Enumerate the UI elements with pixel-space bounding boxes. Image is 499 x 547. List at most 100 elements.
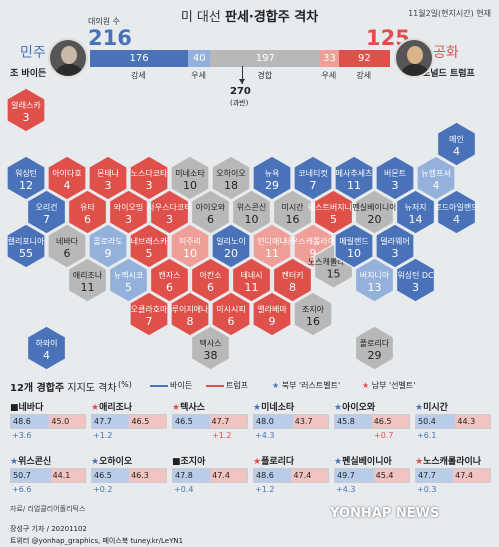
state-hex-shape [190, 325, 231, 371]
state-name: 오리건 [35, 202, 57, 212]
state-hex-shape [252, 155, 292, 201]
trump-share: 44.1 [50, 469, 85, 482]
star-icon: ★ [415, 403, 424, 413]
state-electors: 6 [166, 281, 173, 294]
bar-segment-label: 강세 [356, 71, 372, 80]
state-electors: 3 [23, 111, 30, 124]
trump-share: 43.7 [292, 415, 328, 428]
state-name: 노스다코타 [131, 169, 168, 178]
state-electors: 7 [146, 315, 153, 328]
star-icon: ★ [10, 457, 19, 467]
majority-marker-arrow [239, 79, 245, 84]
state-hex-shape [313, 189, 354, 235]
swing-state-lead: +0.4 [174, 485, 194, 494]
swing-state-name: ★펜실베이니아 [334, 457, 392, 467]
state-hex-shape [149, 257, 190, 303]
state-electors: 12 [19, 179, 33, 192]
state-hex-shape [293, 155, 333, 201]
swing-state: ★텍사스 46.5 47.7 +1.2 [172, 400, 248, 455]
state-hex-shape [375, 155, 415, 201]
state-hex-shape [170, 223, 210, 269]
date-label: 11월2일(현지시간) 현재 [408, 9, 491, 18]
state-electors: 20 [224, 247, 238, 260]
state-name: 위스콘신 [237, 203, 266, 212]
state-name: 사우스캐롤라이나 [284, 236, 344, 246]
trump-avatar [394, 38, 434, 78]
source-note: 자료/ 리얼클리어폴리틱스 [10, 505, 86, 513]
state-hex-shape [190, 189, 231, 235]
swing-state-lead: +0.2 [93, 485, 113, 494]
state-name: 일리노이 [216, 236, 245, 246]
state-electors: 38 [204, 349, 218, 362]
star-icon: ★ [272, 381, 280, 390]
trump-share: 46.5 [371, 415, 409, 428]
state-name: 사우스다코타 [147, 203, 192, 212]
state-name: 미시간 [281, 202, 304, 212]
state-hex-shape [47, 155, 87, 201]
star-icon: ★ [334, 403, 343, 413]
trump-share: 47.4 [291, 469, 328, 482]
state-name: 아이다호 [52, 168, 81, 178]
state-name: 미시시피 [216, 305, 245, 314]
swing-state-name: ★오하이오 [91, 457, 133, 467]
state-electors: 11 [245, 281, 259, 294]
state-hex-shape [6, 223, 46, 269]
state-hex-shape [395, 189, 436, 235]
state-hex-shape [395, 257, 436, 303]
swing-state-name: ★위스콘신 [10, 457, 52, 467]
state-electors: 11 [81, 281, 95, 294]
bar-segment-label: 우세 [321, 71, 337, 80]
state-electors: 4 [43, 349, 50, 362]
swing-state-bar: 45.8 46.5 [334, 414, 410, 429]
state-name: 로드아일랜드 [434, 202, 478, 212]
swing-state: ★오하이오 46.5 46.3 +0.2 [91, 454, 167, 509]
state-hex-shape [149, 189, 190, 235]
state-name: 뉴햄프셔 [421, 168, 450, 178]
state-name: 워싱턴 DC [397, 270, 434, 280]
star-icon: ★ [334, 457, 343, 467]
electors-label: 대의원 수 [88, 17, 120, 26]
state-name: 미네소타 [175, 169, 205, 178]
bar-segment-tu: 197 [210, 50, 321, 67]
dem-candidate-name: 조 바이든 [10, 69, 47, 79]
star-icon: ★ [253, 403, 262, 413]
state-hex-shape [334, 155, 374, 201]
state-hex-shape [47, 223, 87, 269]
state-electors: 16 [306, 315, 320, 328]
state-hex-shape [334, 223, 374, 269]
swing-state-name: ★노스캐롤라이나 [415, 457, 482, 467]
bullet-icon: ■ [172, 457, 181, 467]
state-hex: 워싱턴 DC3 [395, 257, 436, 303]
biden-share: 47.7 [92, 415, 130, 428]
state-hex-shape [293, 223, 333, 269]
state-electors: 9 [310, 247, 317, 260]
state-electors: 13 [368, 281, 382, 294]
state-hex-shape [252, 223, 292, 269]
bar-segment-sr: 92 [338, 50, 390, 67]
state-hex-shape [129, 223, 169, 269]
state-name: 루이지애나 [172, 304, 209, 314]
swing-state-lead: +4.3 [255, 431, 275, 440]
state-electors: 5 [330, 213, 337, 226]
state-name: 델라웨어 [380, 236, 409, 246]
state-hex-shape [67, 189, 108, 235]
state-hex-shape [26, 189, 67, 235]
bar-segment-label: 경합 [257, 71, 273, 80]
